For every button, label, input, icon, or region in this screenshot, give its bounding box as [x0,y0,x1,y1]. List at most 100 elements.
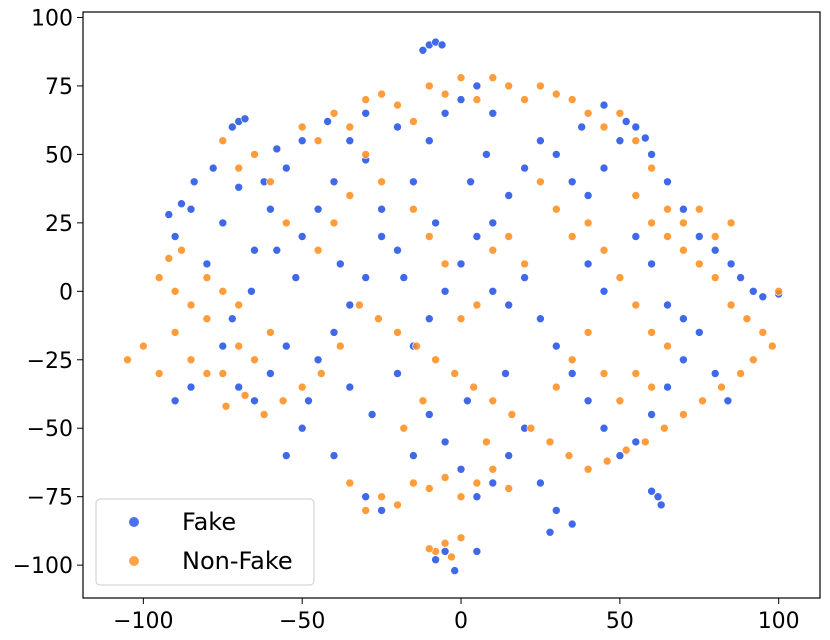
point-non-fake [647,218,656,228]
point-non-fake [329,109,339,118]
point-non-fake [424,81,434,91]
point-non-fake [717,382,726,392]
point-non-fake [202,369,212,378]
point-fake [424,314,434,324]
point-fake [466,177,475,187]
point-fake [694,232,704,241]
point-non-fake [694,204,704,214]
point-fake [640,133,650,143]
point-non-fake [393,100,402,110]
point-non-fake [520,95,529,104]
point-non-fake [377,492,386,502]
point-non-fake [748,355,758,365]
point-non-fake [313,245,323,255]
point-fake [170,396,180,406]
point-fake [758,292,768,302]
point-non-fake [472,478,482,488]
point-non-fake [164,254,174,263]
point-non-fake [170,328,180,337]
point-fake [218,341,228,351]
x-tick-label: −50 [279,609,325,634]
point-non-fake [488,73,498,82]
point-fake [631,232,641,241]
point-non-fake [520,259,529,269]
point-fake [228,122,237,132]
point-fake [250,396,259,406]
point-fake [463,396,472,406]
point-fake [437,40,447,50]
point-fake [409,451,418,460]
point-fake [424,410,434,419]
legend-box [95,498,315,586]
point-non-fake [424,232,434,241]
point-non-fake [221,401,231,411]
point-non-fake [278,396,288,406]
x-axis: −100 −50 0 50 100 [113,598,800,634]
point-non-fake [409,478,418,488]
plot-frame [82,11,821,599]
point-non-fake [631,369,641,378]
y-tick-label: 0 [59,280,73,305]
points-layer [123,37,784,575]
y-axis: −100 −75 −50 −25 0 25 50 75 100 [13,6,83,579]
point-non-fake [567,95,577,104]
point-fake [736,273,745,282]
legend: Fake Non-Fake [95,498,315,586]
point-fake [431,555,440,565]
point-non-fake [456,533,466,543]
point-non-fake [440,538,450,548]
point-fake [361,109,371,118]
point-non-fake [456,73,466,82]
point-non-fake [679,245,688,255]
point-non-fake [647,382,656,392]
point-fake [599,163,609,173]
point-non-fake [694,259,704,269]
point-non-fake [551,382,561,392]
legend-label-non-fake: Non-Fake [182,547,293,575]
point-fake [345,382,355,392]
point-fake [551,341,561,351]
point-fake [583,191,593,200]
point-non-fake [313,136,323,145]
point-fake [456,95,466,104]
point-non-fake [736,369,745,378]
point-fake [472,492,482,502]
point-fake [520,163,529,173]
point-fake [472,547,482,556]
point-non-fake [440,259,450,269]
point-non-fake [250,150,259,159]
point-fake [472,81,482,91]
point-non-fake [564,451,574,460]
point-non-fake [472,95,482,104]
point-fake [281,163,291,173]
point-non-fake [583,109,593,118]
point-non-fake [631,136,641,145]
point-non-fake [440,89,450,99]
point-fake [488,478,498,488]
point-fake [377,232,386,241]
point-non-fake [659,423,669,433]
point-fake [250,245,259,255]
point-fake [647,486,656,496]
point-fake [694,328,704,337]
point-fake [631,122,641,132]
point-non-fake [726,218,736,228]
point-non-fake [335,341,345,351]
point-non-fake [663,232,672,241]
point-non-fake [234,300,243,310]
point-non-fake [567,232,577,241]
point-non-fake [599,122,609,132]
point-fake [482,150,491,159]
point-non-fake [345,122,355,132]
point-fake [679,314,688,324]
point-non-fake [361,95,371,104]
point-non-fake [469,382,479,392]
point-non-fake [345,191,355,200]
point-fake [440,547,450,556]
point-fake [329,177,339,187]
point-non-fake [450,369,460,378]
point-fake [170,232,180,241]
point-fake [488,109,498,118]
point-fake [393,245,402,255]
